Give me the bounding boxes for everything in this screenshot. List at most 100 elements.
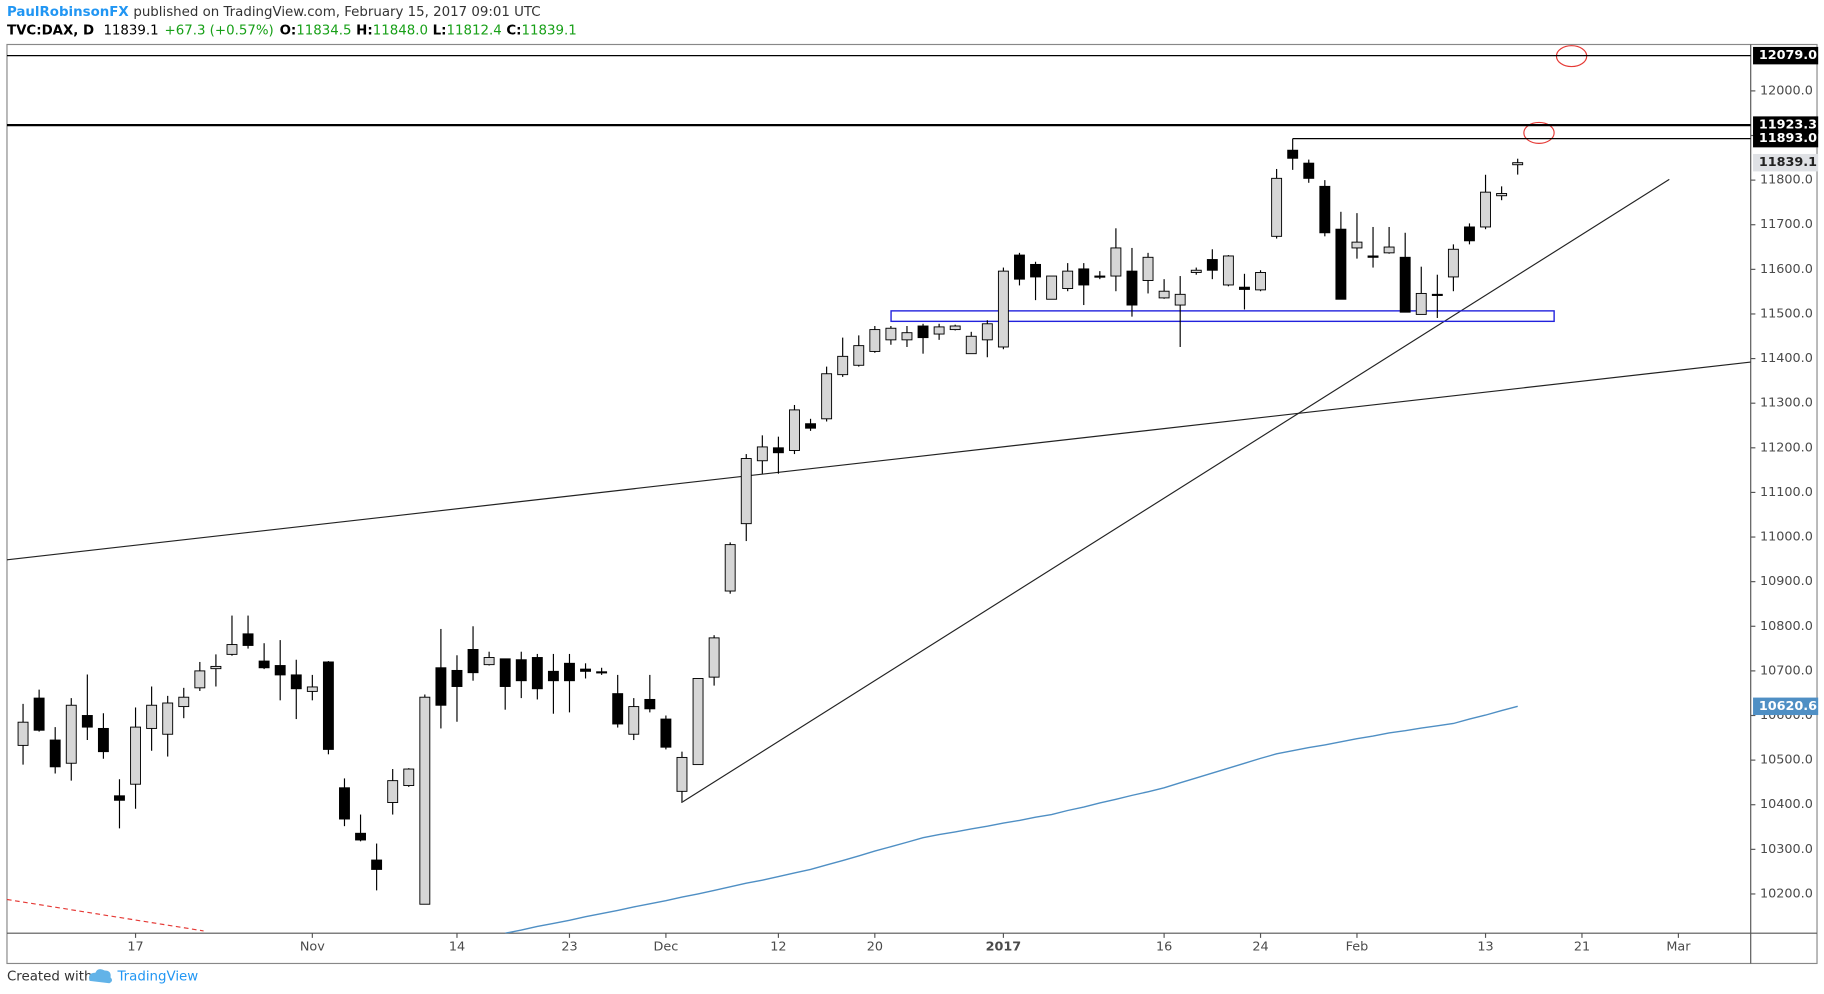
candle-body: [1415, 292, 1427, 315]
candle-body: [1110, 247, 1122, 277]
candle-body: [740, 458, 752, 525]
price-label: 12079.0: [1759, 48, 1817, 63]
candle-body: [612, 693, 624, 725]
candle-body: [805, 423, 816, 429]
candle-body: [65, 704, 77, 764]
x-tick-label: 16: [1156, 940, 1172, 955]
candle-body: [194, 670, 206, 689]
ohlc-key: O:: [280, 24, 297, 39]
footer: Created with TradingView: [7, 969, 198, 984]
y-tick-label: 11100.0: [1760, 485, 1813, 500]
candle-body: [290, 674, 302, 690]
rising-trendline: [682, 178, 1670, 803]
support-zone: [890, 310, 1555, 323]
symbol-line: TVC:DAX, D 11839.1 +67.3 (+0.57%) O:11834.5…: [7, 24, 577, 39]
candle-body: [17, 721, 29, 746]
author-line: PaulRobinsonFX published on TradingView.c…: [7, 5, 541, 20]
candle-body: [1014, 254, 1025, 280]
x-tick-label: 2017: [986, 940, 1022, 955]
red-dashed-trendline: [6, 898, 204, 932]
price-label: 11839.1: [1759, 155, 1817, 170]
candle-body: [692, 678, 704, 766]
candle-body: [258, 660, 270, 669]
last: 11839.1: [103, 24, 158, 39]
candle-body: [789, 409, 800, 451]
candle-body: [226, 644, 238, 655]
long-trendline: [6, 361, 1751, 561]
candle-body: [1046, 275, 1058, 300]
y-tick-label: 11000.0: [1760, 530, 1813, 545]
y-tick-label: 10800.0: [1760, 619, 1813, 634]
y-tick-label: 10300.0: [1760, 842, 1813, 857]
candle-body: [1078, 268, 1090, 286]
candle-body: [451, 669, 463, 687]
candle-body: [1367, 255, 1379, 258]
x-tick-label: 21: [1574, 940, 1590, 955]
x-tick-label: Mar: [1666, 940, 1691, 955]
candle-body: [885, 327, 897, 341]
candle-body: [917, 325, 929, 339]
candle-body: [1480, 191, 1491, 228]
candle-body: [1335, 228, 1347, 300]
price-label: 10620.6: [1759, 699, 1817, 714]
ohlc-value: 11839.1: [522, 24, 577, 39]
candle-body: [676, 756, 688, 792]
x-tick-label: 24: [1252, 940, 1268, 955]
change: +67.3 (+0.57%): [165, 24, 274, 39]
candle-body: [933, 326, 945, 335]
candle-body: [322, 661, 334, 750]
ohlc-value: 11848.0: [373, 24, 428, 39]
y-tick-label: 10200.0: [1760, 886, 1813, 901]
x-tick-label: 20: [867, 940, 883, 955]
candle-body: [1094, 275, 1106, 278]
candle-body: [1319, 185, 1331, 234]
ohlc-value: 11834.5: [296, 24, 351, 39]
candle-body: [628, 706, 640, 735]
price-label-bg: [1753, 46, 1819, 65]
candle-body: [869, 329, 881, 352]
candle-body: [1399, 256, 1411, 313]
price-label: 11893.0: [1759, 131, 1817, 146]
logo[interactable]: [89, 969, 113, 984]
candle-body: [564, 662, 575, 682]
candle-body: [1464, 226, 1475, 242]
ohlc-key: H:: [356, 24, 373, 39]
footer-created: Created with: [7, 969, 92, 984]
candle-body: [515, 659, 527, 682]
candle-body: [949, 325, 961, 331]
candle-body: [1431, 293, 1443, 296]
symbol: TVC:DAX, D: [7, 24, 94, 39]
candle-body: [1142, 256, 1154, 281]
ohlc-key: L:: [433, 24, 447, 39]
candle-body: [499, 658, 511, 687]
y-tick-label: 10500.0: [1760, 753, 1813, 768]
candle-body: [1206, 259, 1218, 271]
candle-body: [1496, 193, 1508, 197]
candle-body: [467, 649, 479, 674]
candle-body: [1030, 263, 1041, 278]
candle-body: [724, 544, 736, 592]
footer-brand[interactable]: TradingView: [116, 969, 198, 984]
candle-body: [146, 704, 158, 729]
candle-body: [483, 657, 495, 666]
candle-body: [837, 355, 849, 376]
candle-body: [965, 335, 977, 355]
candle-body: [81, 715, 93, 728]
candle-body: [1383, 246, 1395, 254]
candle-body: [178, 696, 190, 708]
x-tick-label: Feb: [1346, 940, 1369, 955]
candle-body: [1271, 177, 1283, 237]
candle-body: [997, 270, 1009, 348]
price-label-bg: [1753, 697, 1819, 716]
author[interactable]: PaulRobinsonFX: [7, 5, 129, 20]
y-tick-label: 12000.0: [1760, 83, 1813, 98]
candle-body: [97, 727, 109, 753]
candle-body: [1174, 293, 1186, 306]
candle-body: [1062, 270, 1074, 290]
candle-body: [306, 686, 318, 692]
candle-body: [1512, 162, 1524, 166]
candle-body: [1222, 255, 1234, 286]
x-tick-label: Dec: [654, 940, 679, 955]
frame: [6, 43, 1818, 965]
